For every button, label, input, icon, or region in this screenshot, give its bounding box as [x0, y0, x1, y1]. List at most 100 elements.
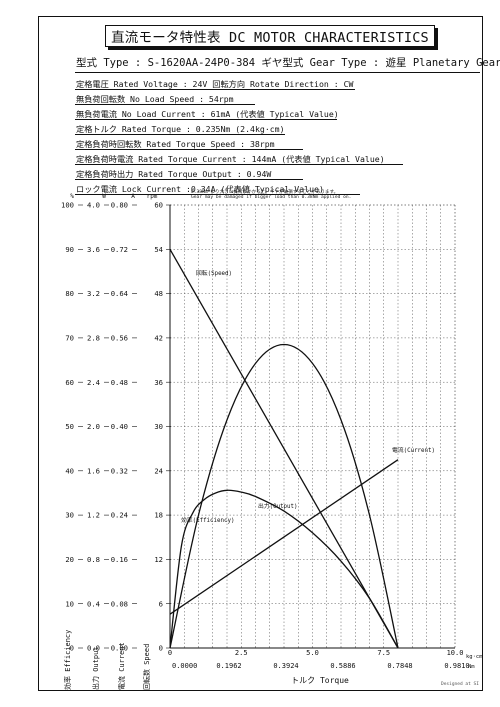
- x-tick-label-kgcm: 0: [168, 649, 172, 657]
- y-tick-label-efficiency: 30: [65, 511, 74, 520]
- y-tick-label-speed: 54: [154, 245, 163, 254]
- spec-underline: [75, 149, 303, 150]
- y-tick-label-output: 2.4: [87, 378, 100, 387]
- x-tick-label-nm: 0.9810: [444, 662, 469, 670]
- spec-lock-current: ロック電流 Lock Current :0.34A (代表値 Typical V…: [76, 184, 324, 194]
- y-tick-label-speed: 0: [159, 644, 163, 653]
- y-tick-label-efficiency: 80: [65, 289, 74, 298]
- y-tick-label-speed: 12: [154, 555, 163, 564]
- y-tick-label-efficiency: 60: [65, 378, 74, 387]
- spec-underline: [75, 194, 360, 195]
- y-tick-label-current: 0.64: [111, 289, 128, 298]
- x-unit-secondary: Nm: [468, 664, 475, 670]
- y-tick-label-current: 0.16: [111, 555, 128, 564]
- y-unit-efficiency: %: [70, 193, 74, 200]
- y-tick-label-output: 1.6: [87, 466, 100, 475]
- y-tick-label-output: 2.8: [87, 334, 100, 343]
- y-unit-current: A: [131, 193, 135, 200]
- x-tick-label-kgcm: 10.0: [447, 649, 464, 657]
- y-tick-label-speed: 18: [154, 511, 163, 520]
- characteristics-sheet: 直流モータ特性表 DC MOTOR CHARACTERISTICS 型式 Typ…: [38, 16, 500, 691]
- spec-rated-torque: 定格トルク Rated Torque : 0.235Nm (2.4kg·cm): [76, 124, 285, 134]
- y-tick-label-efficiency: 90: [65, 245, 74, 254]
- labels: 回転(Speed) 電流(Current) 出力(Output) 効率(Efficie…: [181, 270, 435, 524]
- series-line-output: [169, 343, 399, 649]
- y-tick-label-efficiency: 100: [61, 201, 74, 210]
- y-tick-label-efficiency: 50: [65, 422, 74, 431]
- x-tick-label-kgcm: 7.5: [377, 649, 390, 657]
- spec-underline: [75, 104, 255, 105]
- y-tick-label-current: 0.48: [111, 378, 128, 387]
- y-tick-label-speed: 42: [154, 334, 163, 343]
- spec-rated-torque-current: 定格負荷時電流 Rated Torque Current : 144mA (代表…: [76, 154, 385, 164]
- spec-rated-torque-output: 定格負荷時出力 Rated Torque Output : 0.94W: [76, 169, 272, 179]
- y-tick-label-output: 1.2: [87, 511, 100, 520]
- page-title: 直流モータ特性表 DC MOTOR CHARACTERISTICS: [111, 30, 429, 46]
- y-tick-label-current: 0.72: [111, 245, 128, 254]
- y-axis-title-output: 出力 Output: [91, 646, 100, 690]
- y-tick-label-current: 0.24: [111, 511, 128, 520]
- y-tick-label-efficiency: 20: [65, 555, 74, 564]
- spec-rated-torque-speed: 定格負荷時回転数 Rated Torque Speed : 38rpm: [76, 139, 275, 149]
- y-unit-output: W: [102, 193, 106, 200]
- type-underline: [75, 72, 480, 73]
- y-tick-label-speed: 6: [159, 599, 163, 608]
- y-tick-label-output: 0.4: [87, 599, 100, 608]
- grid: [169, 204, 456, 649]
- y-tick-label-output: 3.2: [87, 289, 100, 298]
- y-tick-label-current: 0.80: [111, 201, 128, 210]
- spec-rated-voltage: 定格電圧 Rated Voltage : 24V 回転方向 Rotate Dir…: [76, 79, 354, 89]
- x-tick-label-kgcm: 2.5: [235, 649, 248, 657]
- series-line-speed: [169, 248, 399, 649]
- x-tick-label-nm: 0.5886: [330, 662, 355, 670]
- series-line-current: [169, 459, 399, 615]
- y-tick-label-current: 0.40: [111, 422, 128, 431]
- y-tick-label-output: 3.6: [87, 245, 100, 254]
- series: [169, 248, 399, 649]
- y-tick-label-speed: 48: [154, 289, 163, 298]
- x-tick-label-nm: 0.1962: [216, 662, 241, 670]
- spec-no-load-speed: 無負荷回転数 No Load Speed : 54rpm: [76, 94, 234, 104]
- y-tick-label-current: 0.00: [111, 644, 128, 653]
- y-tick-label-output: 0.0: [87, 644, 100, 653]
- y-tick-label-current: 0.08: [111, 599, 128, 608]
- x-tick-label-nm: 0.0000: [172, 662, 197, 670]
- type-line: 型式 Type : S-1620AA-24P0-384 ギヤ型式 Gear Ty…: [76, 57, 500, 69]
- y-tick-label-efficiency: 0: [70, 644, 74, 653]
- spec-underline: [75, 179, 303, 180]
- y-axis-title-current: 電流 Current: [117, 642, 126, 690]
- y-tick-label-speed: 36: [154, 378, 163, 387]
- x-tick-label-kgcm: 5.0: [306, 649, 319, 657]
- x-tick-label-nm: 0.3924: [273, 662, 298, 670]
- y-tick-label-speed: 24: [154, 466, 163, 475]
- spec-underline: [75, 89, 355, 90]
- y-tick-label-output: 0.8: [87, 555, 100, 564]
- x-tick-label-nm: 0.7848: [387, 662, 412, 670]
- warning-jp: 0.38Nm より大きい負荷がかかると、ギヤが破損することがあります。: [191, 190, 339, 195]
- y-unit-speed: rpm: [147, 193, 158, 200]
- spec-no-load-current: 無負荷電流 No Load Current : 61mA (代表値 Typica…: [76, 109, 339, 119]
- series-label-efficiency: 効率(Efficiency): [181, 516, 234, 524]
- spec-underline: [75, 164, 403, 165]
- warning-en: Gear may be damaged if bigger load than …: [191, 195, 352, 200]
- y-tick-label-speed: 30: [154, 422, 163, 431]
- y-axis-title-efficiency: 効率 Efficiency: [63, 630, 72, 690]
- footer-note: Designed at SI: [441, 682, 479, 687]
- spec-underline: [75, 134, 285, 135]
- title-box: 直流モータ特性表 DC MOTOR CHARACTERISTICS: [105, 25, 435, 47]
- series-label-speed: 回転(Speed): [196, 270, 232, 277]
- y-tick-label-output: 2.0: [87, 422, 100, 431]
- y-tick-label-current: 0.32: [111, 466, 128, 475]
- spec-underline: [75, 119, 337, 120]
- y-tick-label-efficiency: 40: [65, 466, 74, 475]
- x-unit-primary: kg·cm: [466, 654, 483, 660]
- x-axis-title: トルク Torque: [291, 676, 349, 685]
- y-axis-title-speed: 回転数 Speed: [142, 644, 151, 690]
- y-tick-label-efficiency: 10: [65, 599, 74, 608]
- y-tick-label-speed: 60: [154, 201, 163, 210]
- y-tick-label-current: 0.56: [111, 334, 128, 343]
- series-line-efficiency: [169, 489, 399, 649]
- series-label-current: 電流(Current): [392, 446, 435, 454]
